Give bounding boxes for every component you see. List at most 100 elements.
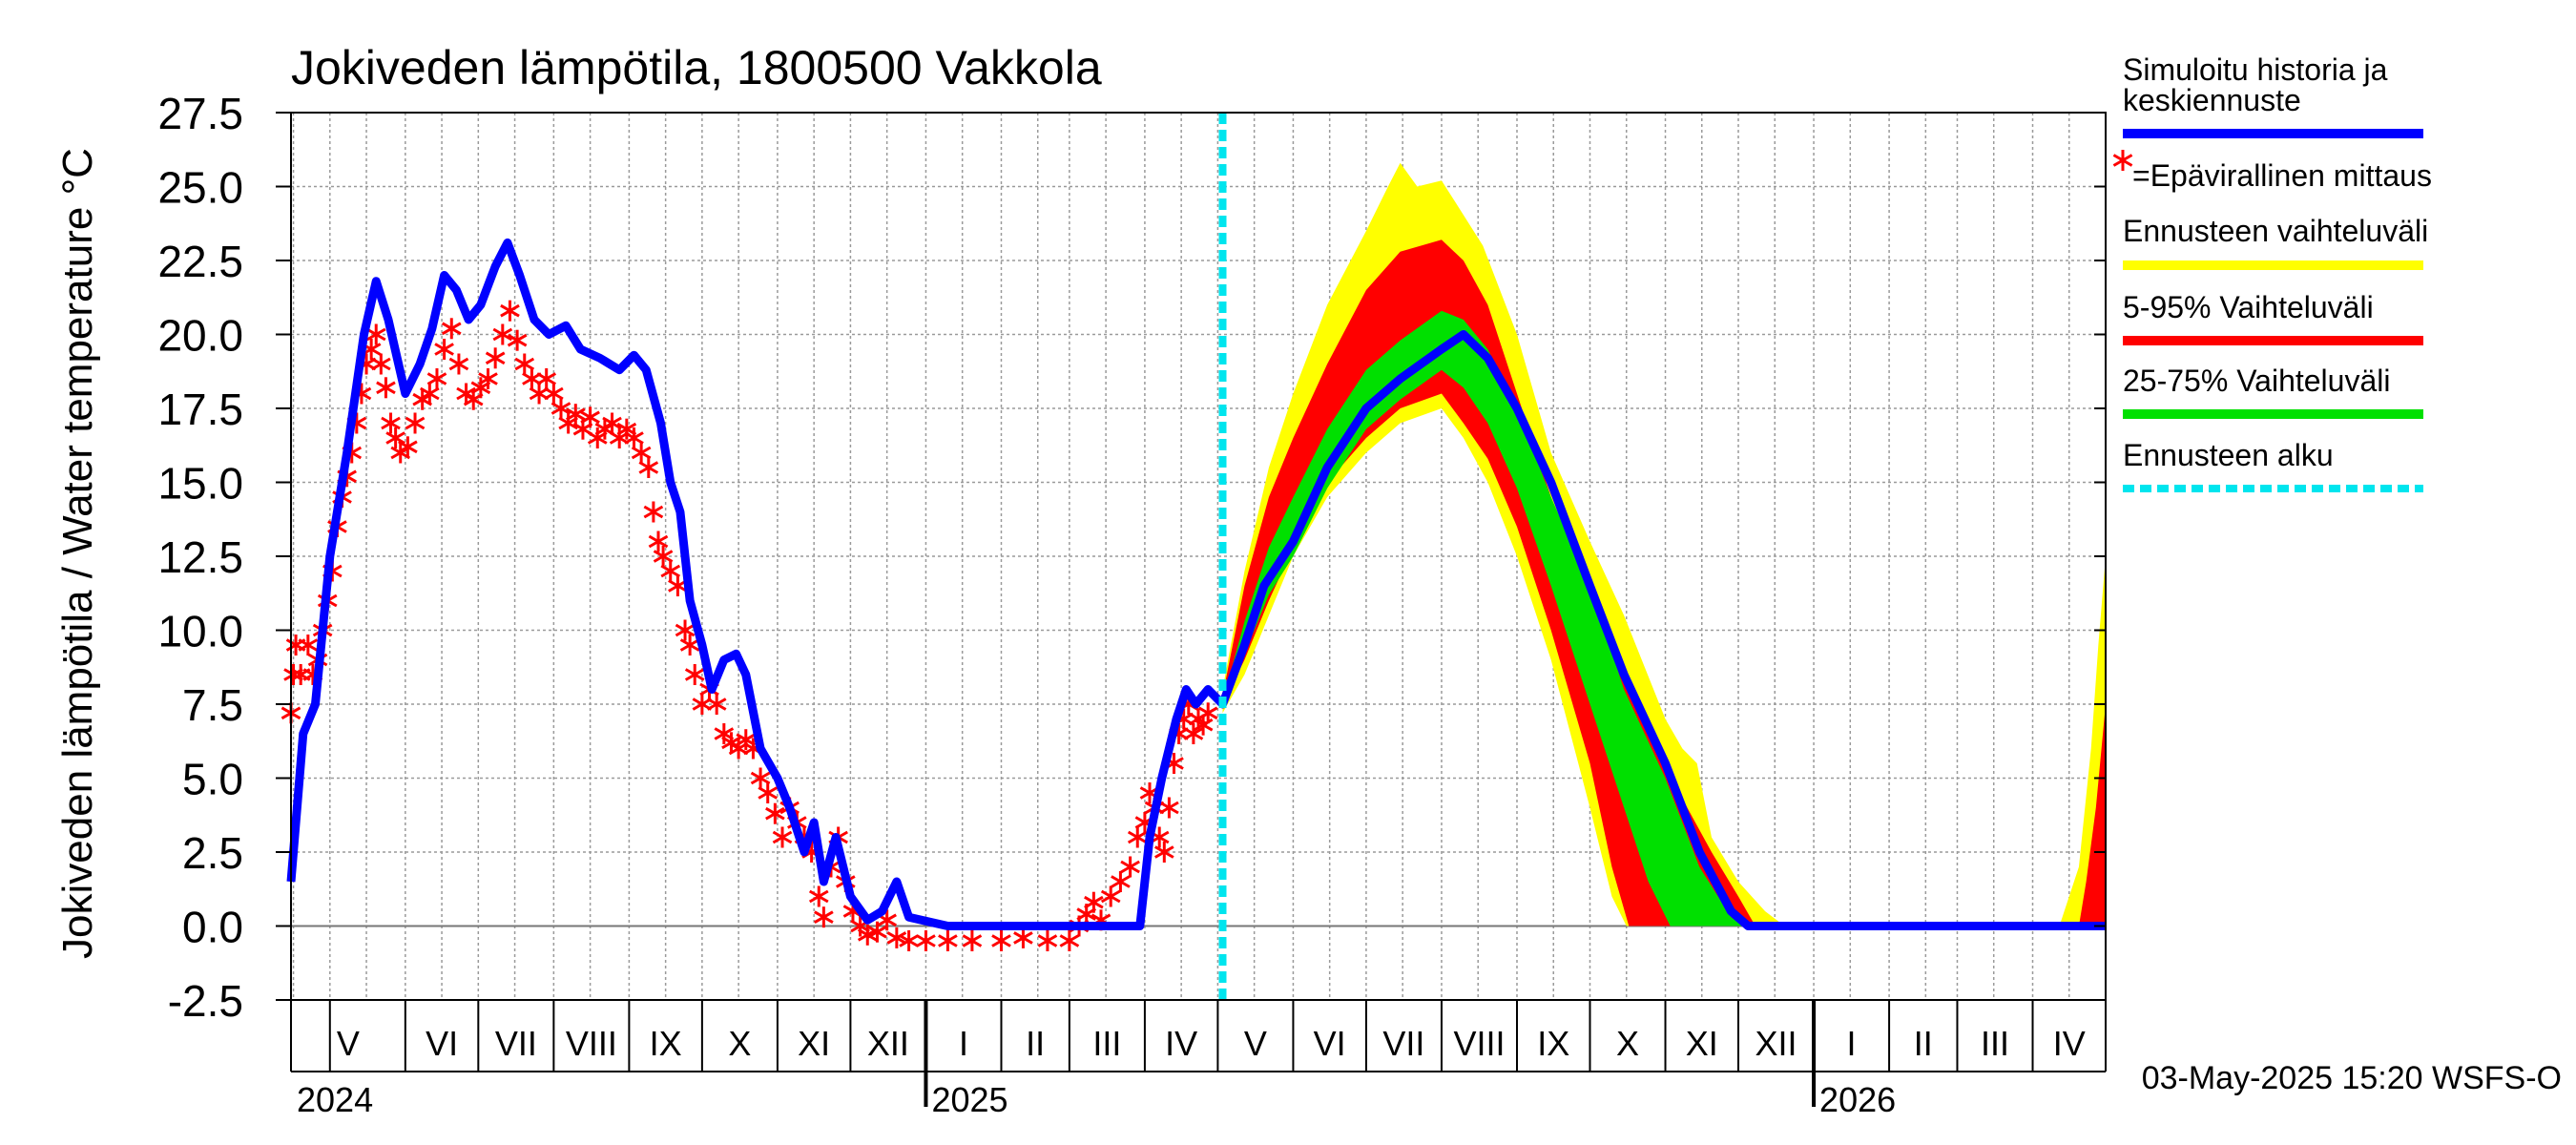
x-month-label: I [959, 1024, 968, 1063]
measurement-point [643, 501, 664, 523]
x-month-label: X [728, 1024, 751, 1063]
measurement-point [758, 782, 779, 803]
measurement-point [385, 427, 405, 448]
x-month-label: VI [1314, 1024, 1346, 1063]
x-month-label: IX [1537, 1024, 1569, 1063]
x-year-label: 2026 [1819, 1080, 1896, 1119]
measurement-point [426, 368, 447, 389]
chart-title: Jokiveden lämpötila, 1800500 Vakkola [291, 41, 1102, 94]
measurement-point [653, 546, 674, 567]
x-month-label: XI [798, 1024, 830, 1063]
measurement-point [1037, 930, 1058, 951]
measurement-point [675, 619, 696, 641]
measurement-point [938, 930, 958, 951]
measurement-point [867, 921, 887, 943]
measurement-point [434, 339, 454, 360]
measurement-point [631, 442, 652, 464]
measurement-point [602, 412, 622, 434]
y-axis-label: Jokiveden lämpötila / Water temperature … [54, 148, 101, 959]
x-month-label: VII [495, 1024, 537, 1063]
measurement-point [962, 930, 983, 951]
y-tick-label: 17.5 [157, 385, 243, 434]
y-tick-label: 20.0 [157, 311, 243, 361]
measurement-point [448, 353, 469, 375]
x-month-label: XII [1755, 1024, 1797, 1063]
forecast-bands [1222, 162, 2106, 926]
y-tick-label: 25.0 [157, 163, 243, 213]
y-tick-label: 10.0 [157, 607, 243, 656]
measurement-point [765, 802, 785, 824]
axes: 27.5 25.0 22.5 20.0 17.5 15.0 12.5 10.0 7.5 5.0 2.… [157, 89, 2107, 1119]
measurement-point [750, 767, 771, 789]
y-tick-label: 0.0 [182, 903, 243, 952]
measurement-point [660, 560, 681, 582]
legend-label-2: Ennusteen vaihteluväli [2123, 214, 2428, 248]
x-year-label: 2024 [297, 1080, 373, 1119]
measurement-point [638, 457, 659, 478]
measurement-point [772, 826, 793, 848]
series-line-simulated [286, 238, 2106, 930]
measurement-point [298, 635, 319, 656]
measurement-point [648, 531, 669, 552]
measurement-point [1183, 723, 1204, 744]
measurement-point [1084, 891, 1104, 913]
measurement-point [1153, 842, 1174, 863]
measurement-point [899, 930, 919, 951]
measurement-point [492, 323, 513, 345]
measurement-point [381, 412, 401, 434]
x-month-label: III [1092, 1024, 1121, 1063]
footer-timestamp: 03-May-2025 15:20 WSFS-O [2142, 1060, 2562, 1096]
x-month-label: IV [1165, 1024, 1197, 1063]
x-month-label: III [1981, 1024, 2009, 1063]
measurement-point [536, 368, 557, 389]
x-month-label: V [1244, 1024, 1267, 1063]
x-year-label: 2025 [931, 1080, 1008, 1119]
y-tick-label: 27.5 [157, 89, 243, 138]
late-band-1 [2078, 704, 2106, 926]
grid [291, 113, 2106, 1000]
band-25-75-vaihteluv-li [1222, 310, 2106, 926]
measurement-point [478, 368, 498, 389]
measurement-point [507, 329, 528, 351]
measurement-point [565, 404, 586, 426]
measurement-point [1013, 926, 1033, 948]
measurement-point [679, 635, 700, 656]
y-tick-label: 12.5 [157, 532, 243, 582]
measurement-point [371, 353, 391, 375]
measurement-point [1159, 797, 1179, 819]
y-tick-label: -2.5 [168, 976, 243, 1026]
legend-label-3: 5-95% Vaihteluväli [2123, 290, 2374, 324]
measurement-point [500, 300, 520, 322]
x-month-label: VIII [1453, 1024, 1505, 1063]
x-month-label: II [1026, 1024, 1045, 1063]
measurement-point [886, 926, 907, 948]
measurement-point [544, 383, 564, 405]
series-layer [280, 113, 2106, 1000]
legend-label-4: 25-75% Vaihteluväli [2123, 364, 2390, 398]
measurement-point [551, 398, 571, 419]
measurement-point [1120, 856, 1140, 878]
legend-label-simulated: Simuloitu historia ja [2123, 52, 2388, 87]
y-tick-label: 7.5 [182, 680, 243, 730]
measurement-point [514, 353, 535, 375]
y-tick-label: 22.5 [157, 237, 243, 286]
measurement-point [706, 694, 727, 715]
measurement-point [991, 930, 1011, 951]
legend-label-simulated-2: keskiennuste [2123, 83, 2301, 117]
x-month-label: X [1616, 1024, 1639, 1063]
measurement-point [398, 436, 418, 458]
x-month-label: IV [2053, 1024, 2086, 1063]
measurement-point [684, 664, 705, 685]
measurement-point [1059, 930, 1080, 951]
x-month-label: I [1847, 1024, 1857, 1063]
y-tick-label: 2.5 [182, 828, 243, 878]
measurement-point [441, 318, 462, 340]
measurement-point [814, 906, 834, 928]
x-month-label: II [1914, 1024, 1933, 1063]
measurement-point [485, 347, 506, 369]
measurement-point [1100, 885, 1121, 907]
measurement-point [365, 323, 386, 345]
x-month-label: XII [867, 1024, 909, 1063]
